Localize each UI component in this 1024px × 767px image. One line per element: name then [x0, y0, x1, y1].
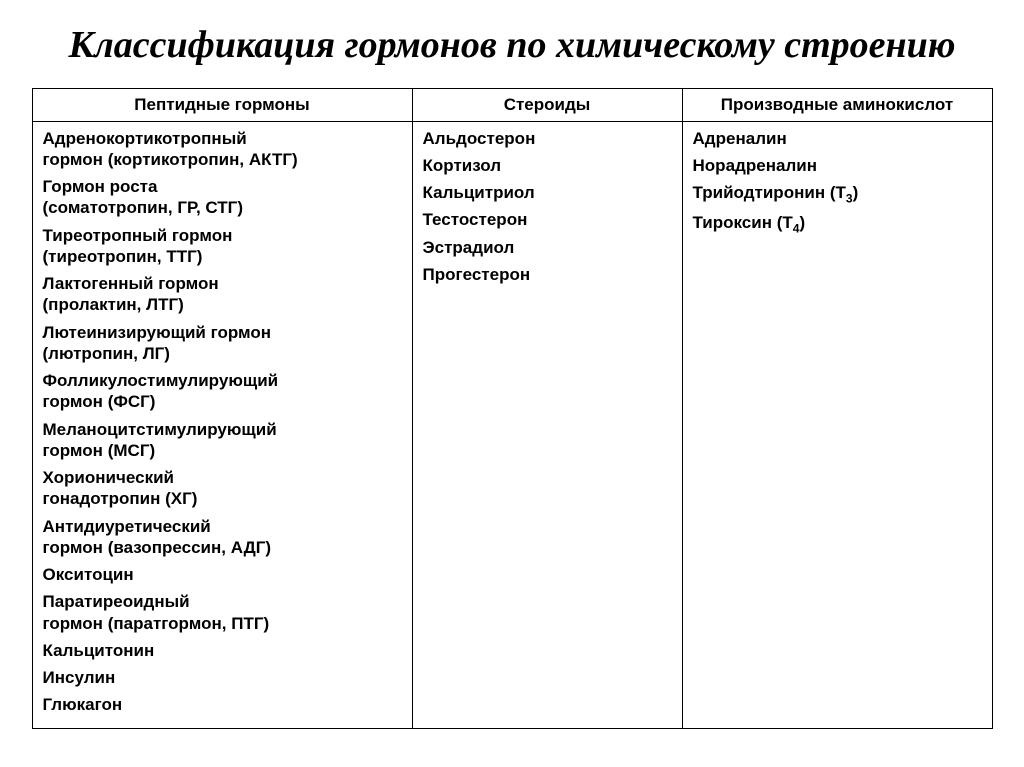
entry-peptide: Меланоцитстимулирующийгормон (МСГ)	[43, 419, 402, 462]
entry-steroid: Кальцитриол	[423, 182, 672, 203]
entry-steroid: Эстрадиол	[423, 237, 672, 258]
entry-peptide: Фолликулостимулирующийгормон (ФСГ)	[43, 370, 402, 413]
entry-amino: Тироксин (Т4)	[693, 212, 982, 236]
entry-steroid: Альдостерон	[423, 128, 672, 149]
cell-steroid: Альдостерон Кортизол Кальцитриол Тестостеро…	[412, 121, 682, 728]
entry-peptide: Лактогенный гормон(пролактин, ЛТГ)	[43, 273, 402, 316]
entry-peptide: Адренокортикотропныйгормон (кортикотропи…	[43, 128, 402, 171]
entry-steroid: Прогестерон	[423, 264, 672, 285]
slide: Классификация гормонов по химическому ст…	[0, 0, 1024, 767]
page-title: Классификация гормонов по химическому ст…	[20, 22, 1004, 70]
table-header-row: Пептидные гормоны Стероиды Производные а…	[32, 88, 992, 121]
entry-peptide: Тиреотропный гормон(тиреотропин, ТТГ)	[43, 225, 402, 268]
entry-peptide: Инсулин	[43, 667, 402, 688]
entry-steroid: Кортизол	[423, 155, 672, 176]
table-body-row: Адренокортикотропныйгормон (кортикотропи…	[32, 121, 992, 728]
entry-amino: Трийодтиронин (Т3)	[693, 182, 982, 206]
col-header-peptide: Пептидные гормоны	[32, 88, 412, 121]
entry-peptide: Паратиреоидныйгормон (паратгормон, ПТГ)	[43, 591, 402, 634]
entry-peptide: Лютеинизирующий гормон(лютропин, ЛГ)	[43, 322, 402, 365]
entry-peptide: Гормон роста(соматотропин, ГР, СТГ)	[43, 176, 402, 219]
entry-peptide: Антидиуретическийгормон (вазопрессин, АД…	[43, 516, 402, 559]
entry-peptide: Глюкагон	[43, 694, 402, 715]
entry-peptide: Кальцитонин	[43, 640, 402, 661]
hormone-table: Пептидные гормоны Стероиды Производные а…	[32, 88, 993, 729]
entry-peptide: Хорионическийгонадотропин (ХГ)	[43, 467, 402, 510]
entry-steroid: Тестостерон	[423, 209, 672, 230]
col-header-steroid: Стероиды	[412, 88, 682, 121]
entry-peptide: Окситоцин	[43, 564, 402, 585]
entry-amino: Норадреналин	[693, 155, 982, 176]
cell-peptide: Адренокортикотропныйгормон (кортикотропи…	[32, 121, 412, 728]
cell-amino: Адреналин Норадреналин Трийодтиронин (Т3) Т…	[682, 121, 992, 728]
col-header-amino: Производные аминокислот	[682, 88, 992, 121]
entry-amino: Адреналин	[693, 128, 982, 149]
